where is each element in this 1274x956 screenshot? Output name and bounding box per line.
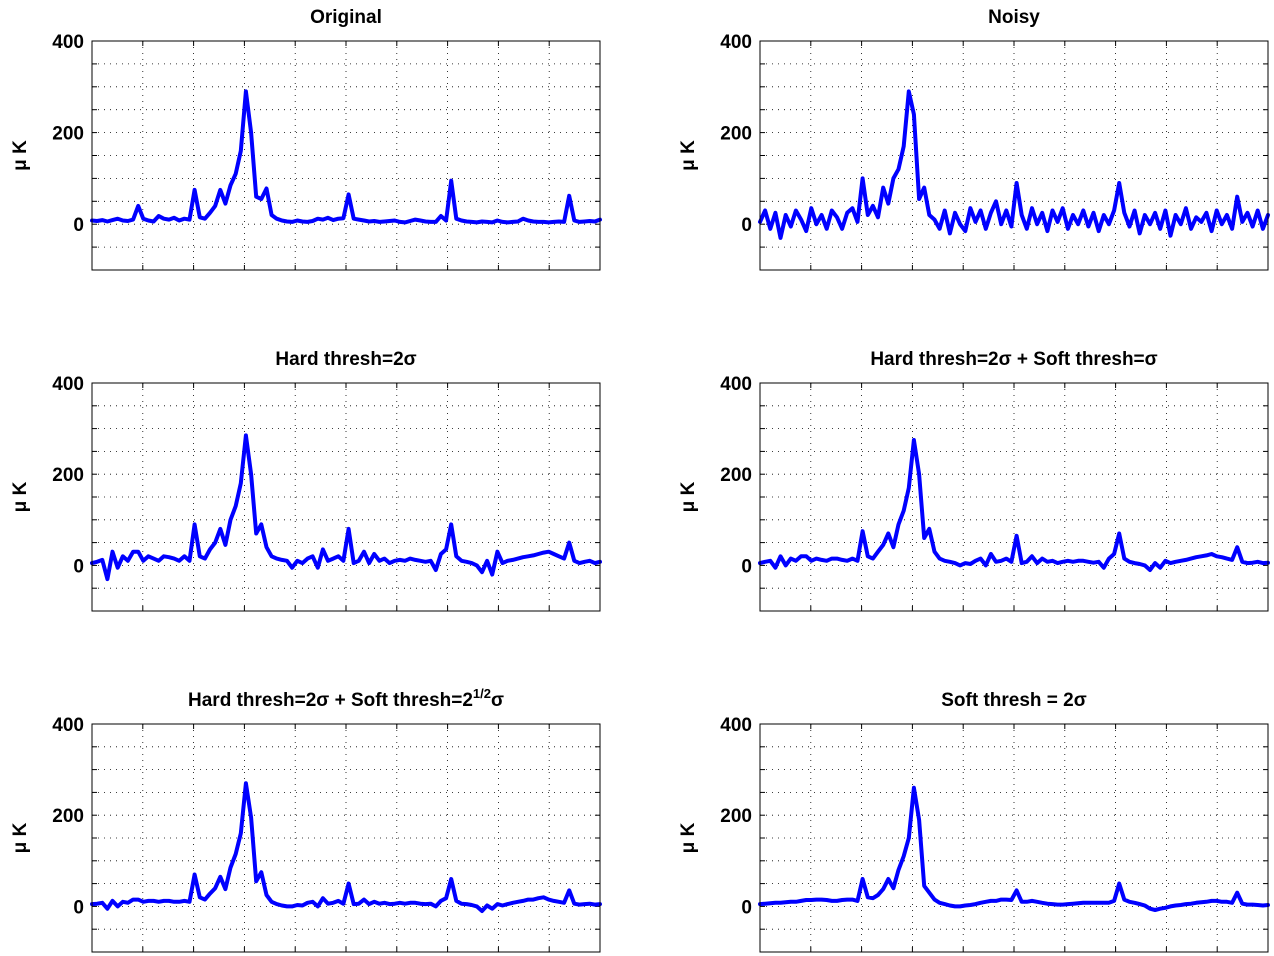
subplot-5: 0 200 400 μ K Hard thresh=2σ + Soft thresh=2… [10,686,602,953]
axes-frame [91,723,601,953]
series-line [90,433,602,582]
series-line [758,785,1270,912]
y-axis-label: μ K [678,140,699,171]
axes-frame [91,382,601,612]
y-axis-label: μ K [678,822,699,853]
y-tick-label: 0 [741,556,752,577]
subplot-3: 0 200 400 μ K Hard thresh=2σ [10,349,602,612]
y-tick-label: 400 [52,715,84,736]
y-tick-label: 200 [720,124,752,145]
y-tick-label: 0 [73,897,84,918]
y-tick-label: 400 [52,374,84,395]
axes-frame [759,40,1269,271]
subplot-2: 0 200 400 μ K Noisy [678,7,1270,271]
subplot-1: 0 200 400 μ K Original [10,7,602,271]
y-tick-label: 200 [720,465,752,486]
axes-frame [91,40,601,271]
series-line [758,89,1270,240]
subplot-6: 0 200 400 μ K Soft thresh = 2σ [678,690,1270,953]
y-tick-label: 200 [52,124,84,145]
y-axis-label: μ K [10,140,31,171]
y-axis-label: μ K [10,481,31,512]
y-tick-label: 0 [73,556,84,577]
y-tick-label: 0 [73,215,84,236]
chart-title: Soft thresh = 2σ [941,690,1087,711]
chart-title: Original [310,7,382,28]
y-axis-label: μ K [678,481,699,512]
y-tick-label: 400 [720,32,752,53]
chart-title: Noisy [988,7,1040,28]
series-line [90,89,602,225]
axes-frame [759,382,1269,612]
series-line [758,438,1270,572]
chart-title: Hard thresh=2σ + Soft thresh=σ [870,349,1157,370]
subplot-4: 0 200 400 μ K Hard thresh=2σ + Soft thresh=σ [678,349,1270,612]
y-tick-label: 0 [741,215,752,236]
chart-title: Hard thresh=2σ [275,349,416,370]
y-tick-label: 400 [52,32,84,53]
y-tick-label: 400 [720,715,752,736]
y-tick-label: 200 [52,465,84,486]
y-tick-label: 200 [52,806,84,827]
chart-title: Hard thresh=2σ + Soft thresh=21/2σ [188,686,504,711]
series-line [90,781,602,913]
y-tick-label: 200 [720,806,752,827]
y-tick-label: 400 [720,374,752,395]
y-tick-label: 0 [741,897,752,918]
y-axis-label: μ K [10,822,31,853]
axes-frame [759,723,1269,953]
